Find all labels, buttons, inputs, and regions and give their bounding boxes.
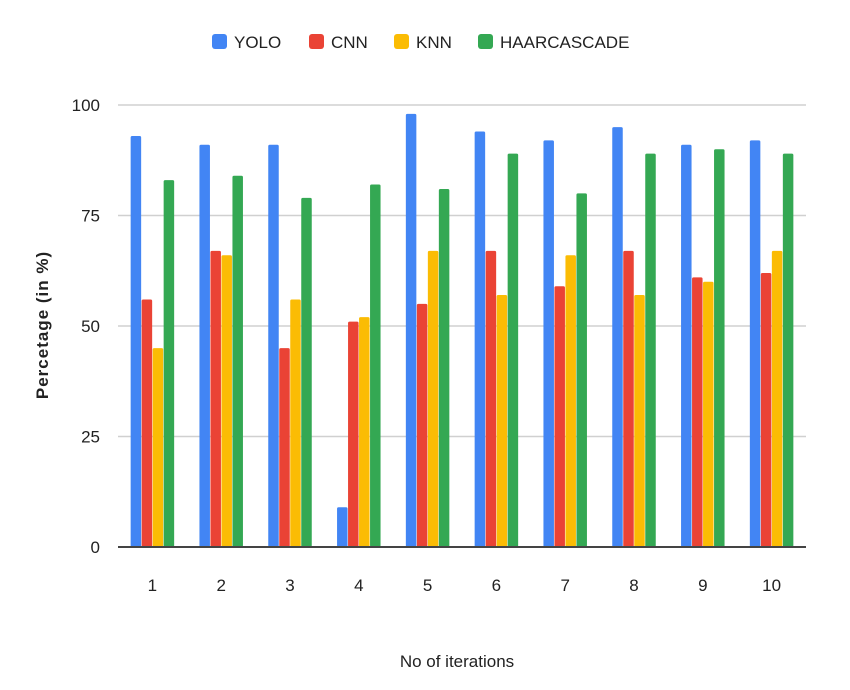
bar-knn-6 (496, 295, 508, 547)
legend-label-knn: KNN (416, 33, 452, 52)
bar-cnn-1 (141, 299, 153, 547)
y-tick-label: 0 (91, 538, 100, 557)
bar-haarcascade-8 (645, 153, 656, 547)
x-tick-label: 2 (216, 576, 225, 595)
x-tick-labels: 1 2 3 4 5 6 7 8 9 10 (148, 576, 781, 595)
x-tick-label: 5 (423, 576, 432, 595)
bar-yolo-6 (474, 131, 486, 547)
bar-knn-1 (152, 348, 164, 547)
bar-knn-5 (427, 250, 439, 548)
bar-cnn-7 (554, 286, 565, 547)
gridlines (118, 104, 806, 438)
bar-cnn-3 (279, 348, 290, 547)
bar-cnn-10 (760, 272, 772, 547)
bar-cnn-2 (210, 250, 221, 548)
x-tick-label: 4 (354, 576, 363, 595)
bar-haarcascade-7 (576, 193, 587, 547)
bar-yolo-7 (543, 140, 554, 548)
x-tick-label: 10 (762, 576, 781, 595)
y-tick-label: 75 (81, 207, 100, 226)
legend-swatch-cnn (309, 34, 324, 49)
x-tick-label: 9 (698, 576, 707, 595)
bar-yolo-3 (268, 144, 279, 547)
bar-haarcascade-5 (438, 188, 450, 548)
x-tick-label: 7 (560, 576, 569, 595)
bar-haarcascade-4 (370, 184, 381, 547)
bar-knn-9 (703, 281, 714, 547)
bar-knn-10 (771, 250, 783, 548)
bar-cnn-8 (623, 250, 634, 548)
x-tick-label: 6 (492, 576, 501, 595)
bar-haarcascade-1 (163, 180, 175, 547)
bar-knn-2 (221, 255, 232, 547)
bar-yolo-2 (199, 144, 210, 547)
legend-swatch-haarcascade (478, 34, 493, 49)
x-tick-label: 8 (629, 576, 638, 595)
y-tick-label: 50 (81, 317, 100, 336)
legend-swatch-yolo (212, 34, 227, 49)
legend-swatch-knn (394, 34, 409, 49)
bar-cnn-4 (348, 321, 359, 547)
bar-cnn-9 (692, 277, 703, 547)
bar-yolo-5 (405, 113, 417, 547)
x-tick-label: 3 (285, 576, 294, 595)
bar-yolo-10 (749, 140, 761, 548)
legend-label-haarcascade: HAARCASCADE (500, 33, 629, 52)
bar-knn-4 (359, 317, 370, 547)
legend-label-yolo: YOLO (234, 33, 281, 52)
bar-haarcascade-3 (301, 197, 312, 547)
legend: YOLO CNN KNN HAARCASCADE (212, 33, 629, 52)
bar-haarcascade-2 (232, 175, 243, 547)
bar-knn-7 (565, 255, 576, 547)
bar-cnn-6 (485, 250, 497, 548)
bar-knn-8 (634, 295, 645, 547)
x-axis-title: No of iterations (400, 652, 514, 671)
bar-haarcascade-10 (782, 153, 794, 547)
bar-cnn-5 (416, 303, 428, 547)
bar-knn-3 (290, 299, 301, 547)
bar-yolo-8 (612, 127, 623, 547)
y-tick-label: 100 (72, 96, 100, 115)
bar-haarcascade-9 (714, 149, 725, 547)
bars (130, 113, 794, 548)
y-axis-title: Percetage (in %) (33, 251, 52, 399)
legend-label-cnn: CNN (331, 33, 368, 52)
x-tick-label: 1 (148, 576, 157, 595)
y-tick-label: 25 (81, 428, 100, 447)
bar-yolo-1 (130, 135, 142, 547)
bar-yolo-4 (337, 507, 348, 547)
y-tick-labels: 0 25 50 75 100 (72, 96, 100, 557)
bar-haarcascade-6 (507, 153, 519, 547)
bar-yolo-9 (681, 144, 692, 547)
